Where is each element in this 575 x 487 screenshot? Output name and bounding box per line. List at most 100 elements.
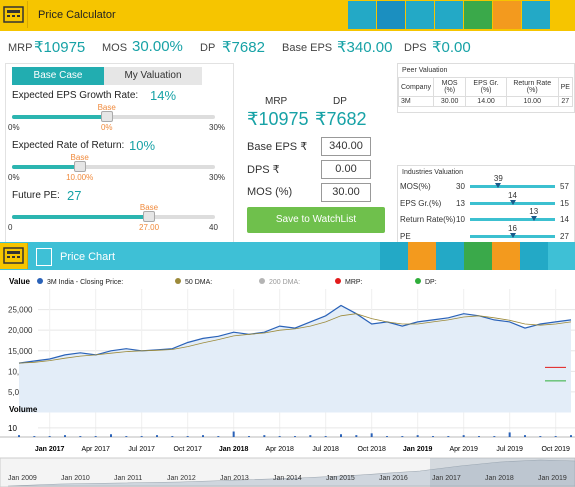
volume-bar <box>48 436 51 437</box>
tab[interactable]: My Valuation <box>104 67 202 85</box>
legend-marker <box>259 278 265 284</box>
industry-bar <box>470 218 555 221</box>
volume-bar <box>110 434 112 437</box>
icon-button[interactable] <box>435 1 463 29</box>
volume-label: Volume <box>9 405 38 414</box>
summary-value: ₹7682 <box>222 39 265 56</box>
volume-bar <box>217 436 220 437</box>
volume-bar <box>156 435 158 437</box>
summary-label: DP <box>200 42 216 54</box>
peer-title: Peer Valuation <box>402 67 448 74</box>
icon-button[interactable] <box>380 242 408 270</box>
navigator-label: Jan 2017 <box>432 475 461 482</box>
peer-table: Company MOS (%) EPS Gr. (%) Return Rate (%)… <box>398 77 574 107</box>
icon-button[interactable] <box>464 1 492 29</box>
slider-handle <box>73 161 86 172</box>
slider-fill <box>12 115 107 119</box>
input-label: MOS (%) <box>247 186 293 198</box>
summary-label: MOS <box>102 42 128 54</box>
mrp-label: MRP <box>265 96 288 107</box>
price-area <box>19 305 571 413</box>
navigator-label: Jan 2013 <box>220 475 249 482</box>
base-label: Base <box>139 203 159 212</box>
x-tick-label: Oct 2019 <box>541 446 570 453</box>
volume-bar <box>462 435 465 437</box>
slider-track <box>12 115 215 119</box>
navigator-label: Jan 2009 <box>8 475 37 482</box>
x-tick-label: Jul 2017 <box>128 446 155 453</box>
price-chart: Value 3M India - Closing Price: 50 DMA: 200… <box>0 270 575 487</box>
volume-bar <box>18 435 20 437</box>
x-tick-label: Apr 2018 <box>265 446 294 453</box>
legend-label: MRP: <box>345 279 363 286</box>
x-tick-label: Oct 2018 <box>357 446 386 453</box>
legend-title: Value <box>9 277 30 286</box>
navigator-label: Jan 2012 <box>167 475 196 482</box>
x-tick-label: Jan 2017 <box>35 446 65 453</box>
save-button[interactable]: Save to WatchList <box>247 207 385 233</box>
industry-max: 57 <box>560 182 569 191</box>
navigator-label: Jan 2015 <box>326 475 355 482</box>
volume-bar <box>263 435 266 437</box>
volume-bar <box>64 435 66 437</box>
mrp-value: ₹10975 <box>247 109 309 129</box>
industries-title: Industries Valuation <box>402 169 463 176</box>
icon-button[interactable] <box>406 1 434 29</box>
icon-button[interactable] <box>492 242 520 270</box>
tab-active[interactable]: Base Case <box>12 67 104 85</box>
table-cell: 27 <box>557 96 574 107</box>
x-tick-label: Apr 2019 <box>449 446 478 453</box>
summary-label: DPS <box>404 42 427 54</box>
icon-button[interactable] <box>408 242 436 270</box>
volume-bar <box>171 436 174 437</box>
icon-button[interactable] <box>493 1 521 29</box>
table-row: 3M 30.00 14.00 10.00 27 <box>398 96 574 107</box>
slider-min: 0% <box>8 173 20 182</box>
input-label: Base EPS ₹ <box>247 141 308 153</box>
input-box[interactable]: 340.00 <box>321 137 371 156</box>
calculator-icon <box>0 243 28 269</box>
chart-icon <box>36 248 52 266</box>
base-label: Base <box>97 103 116 112</box>
volume-bar <box>294 436 296 437</box>
industry-value: 16 <box>508 223 517 233</box>
y-tick-label: 25,000 <box>8 306 33 315</box>
volume-bar <box>94 436 97 437</box>
y-tick-label: 20,000 <box>8 326 33 335</box>
volume-bar <box>309 435 312 437</box>
header-title: Price Calculator <box>38 9 116 21</box>
volume-bar <box>140 436 143 437</box>
table-cell: 30.00 <box>432 96 467 107</box>
slider-fill <box>12 215 150 219</box>
icon-button[interactable] <box>377 1 405 29</box>
y-tick-label: 5,000 <box>8 388 29 397</box>
navigator-label: Jan 2019 <box>538 475 567 482</box>
legend-marker <box>175 278 181 284</box>
industry-marker <box>530 216 537 221</box>
icon-button[interactable] <box>464 242 492 270</box>
navigator-label: Jan 2011 <box>114 475 142 482</box>
icon-button[interactable] <box>348 1 376 29</box>
x-tick-label: Jul 2019 <box>496 446 523 453</box>
summary-value: ₹0.00 <box>432 39 471 56</box>
navigator-label: Jan 2016 <box>379 475 408 482</box>
input-box[interactable]: 30.00 <box>321 183 371 202</box>
industry-value: 13 <box>529 207 539 216</box>
industry-label: MOS(%) <box>400 182 431 191</box>
industry-max: 14 <box>560 215 569 224</box>
summary-label: MRP <box>8 42 33 54</box>
slider-fill <box>12 165 80 169</box>
navigator-window[interactable] <box>430 458 575 487</box>
table-row: Company MOS (%) EPS Gr. (%) Return Rate (%)… <box>398 77 574 97</box>
navigator-label: Jan 2018 <box>485 475 514 482</box>
input-box[interactable]: 0.00 <box>321 160 371 179</box>
summary-value: 30.00% <box>132 38 183 55</box>
summary-value: ₹340.00 <box>337 39 393 56</box>
icon-button[interactable] <box>522 1 550 29</box>
table-cell: Company <box>398 77 434 97</box>
icon-button[interactable] <box>520 242 548 270</box>
base-label: Base <box>70 153 89 162</box>
base-value: 27.00 <box>139 223 160 232</box>
icon-button[interactable] <box>436 242 464 270</box>
volume-bar <box>401 436 404 437</box>
